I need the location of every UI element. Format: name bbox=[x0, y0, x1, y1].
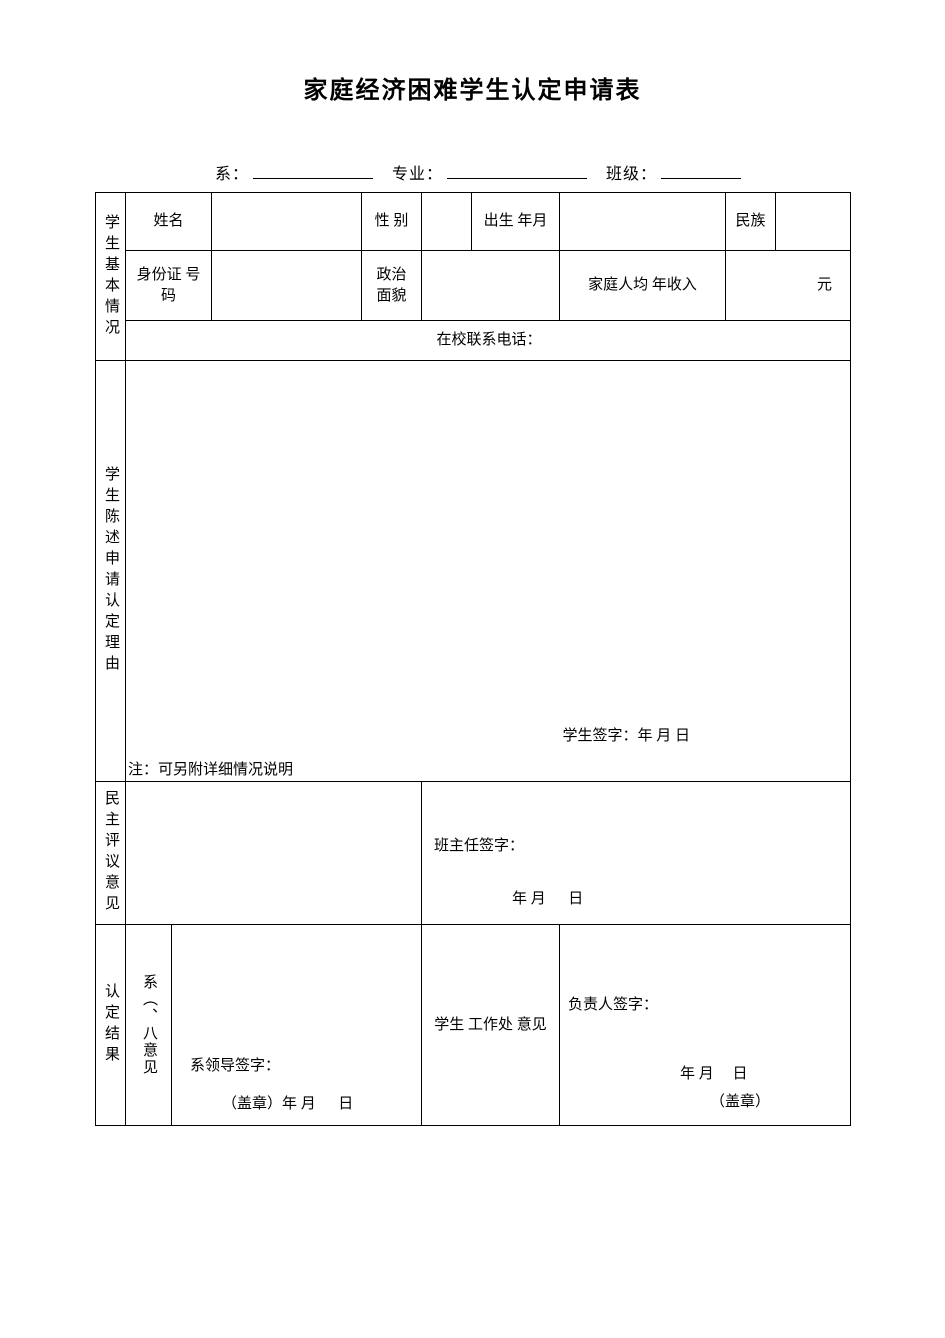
dept-leader-signature: 系领导签字： bbox=[190, 1056, 280, 1077]
basic-section-label: 学生基本情况 bbox=[96, 193, 126, 361]
income-unit: 元 bbox=[817, 277, 832, 293]
header-line: 系： 专业： 班级： bbox=[95, 160, 850, 184]
office-stamp: （盖章） bbox=[710, 1092, 770, 1113]
income-field[interactable]: 元 bbox=[726, 251, 851, 321]
statement-cell[interactable]: 学生签字：年 月 日 注：可另附详细情况说明 bbox=[126, 361, 851, 782]
phone-row[interactable]: 在校联系电话： bbox=[126, 321, 851, 361]
review-left[interactable] bbox=[126, 782, 422, 925]
gender-label: 性 别 bbox=[362, 193, 422, 251]
review-date: 年 月 日 bbox=[512, 889, 583, 910]
name-field[interactable] bbox=[212, 193, 362, 251]
office-date: 年 月 日 bbox=[680, 1064, 748, 1085]
birth-label: 出生 年月 bbox=[472, 193, 560, 251]
dept-stamp-date: （盖章）年 月 日 bbox=[222, 1094, 353, 1115]
name-label: 姓名 bbox=[126, 193, 212, 251]
id-field[interactable] bbox=[212, 251, 362, 321]
application-form: 学生基本情况 姓名 性 别 出生 年月 民族 身份证 号码 政治 面貌 家庭人均… bbox=[95, 192, 851, 1126]
political-label: 政治 面貌 bbox=[362, 251, 422, 321]
class-label: 班级： bbox=[606, 166, 657, 183]
teacher-signature-label: 班主任签字： bbox=[434, 836, 524, 857]
office-opinion-cell[interactable]: 负责人签字： 年 月 日 （盖章） bbox=[560, 925, 851, 1126]
form-title: 家庭经济困难学生认定申请表 bbox=[95, 70, 850, 105]
political-field[interactable] bbox=[422, 251, 560, 321]
birth-field[interactable] bbox=[560, 193, 726, 251]
statement-section-label: 学生陈述申请认定理由 bbox=[96, 361, 126, 782]
office-opinion-label: 学生 工作处 意见 bbox=[422, 925, 560, 1126]
dept-opinion-cell[interactable]: 系领导签字： （盖章）年 月 日 bbox=[172, 925, 422, 1126]
id-label: 身份证 号码 bbox=[126, 251, 212, 321]
major-label: 专业： bbox=[392, 166, 443, 183]
dept-label: 系： bbox=[215, 166, 249, 183]
student-signature-line: 学生签字：年 月 日 bbox=[563, 726, 691, 747]
statement-note: 注：可另附详细情况说明 bbox=[128, 760, 293, 781]
result-section-label: 认定结果 bbox=[96, 925, 126, 1126]
review-right[interactable]: 班主任签字： 年 月 日 bbox=[422, 782, 851, 925]
officer-signature: 负责人签字： bbox=[568, 995, 658, 1016]
ethnic-label: 民族 bbox=[726, 193, 776, 251]
income-label: 家庭人均 年收入 bbox=[560, 251, 726, 321]
dept-opinion-label: 系（、八意见 bbox=[126, 925, 172, 1126]
ethnic-field[interactable] bbox=[776, 193, 851, 251]
phone-label: 在校联系电话： bbox=[437, 332, 542, 348]
gender-field[interactable] bbox=[422, 193, 472, 251]
review-section-label: 民主评议意见 bbox=[96, 782, 126, 925]
